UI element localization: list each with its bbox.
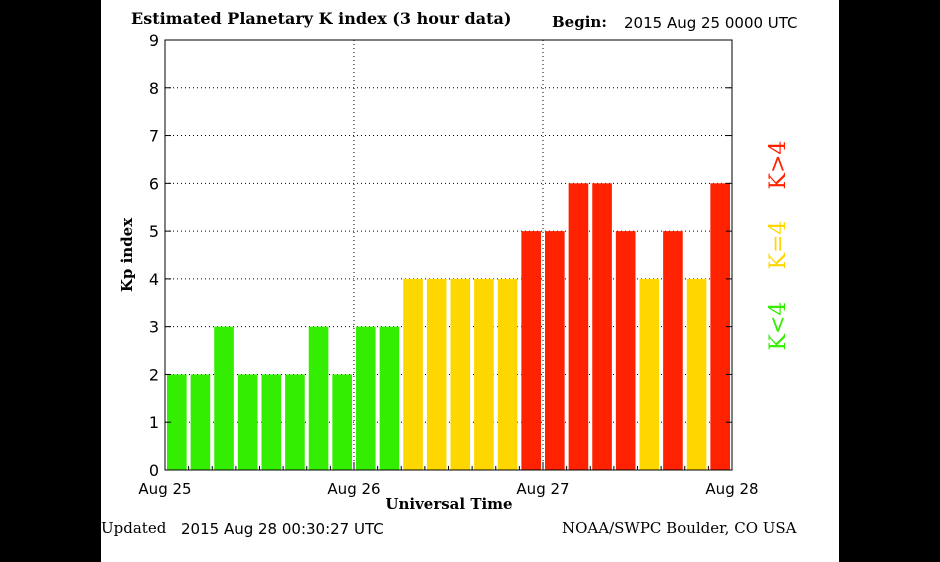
bar-5 [285, 374, 305, 470]
bar-15 [521, 231, 541, 470]
x-tick-label-1: Aug 26 [327, 480, 380, 498]
bar-12 [450, 278, 471, 470]
bar-3 [237, 374, 258, 470]
bars [167, 183, 730, 471]
bar-14 [497, 278, 518, 470]
bar-4 [261, 374, 282, 470]
y-axis-label: Kp index [118, 217, 136, 292]
y-tick-label-0: 0 [149, 461, 159, 480]
y-tick-label-8: 8 [149, 79, 159, 98]
bar-21 [663, 231, 683, 470]
x-tick-label-0: Aug 25 [138, 480, 191, 498]
y-tick-label-9: 9 [149, 31, 159, 50]
y-tick-label-2: 2 [149, 365, 159, 384]
kp-bar-chart: 0 1 2 3 4 5 6 7 8 9 Aug 25 Aug 26 Aug 27 Aug 28 Kp i… [118, 31, 791, 513]
chart-title: Estimated Planetary K index (3 hour data… [131, 9, 512, 28]
bar-18 [592, 183, 612, 471]
x-axis-ticks: Aug 25 Aug 26 Aug 27 Aug 28 [138, 462, 759, 498]
x-axis-label: Universal Time [385, 495, 512, 513]
y-tick-label-6: 6 [149, 174, 159, 193]
x-tick-label-2: Aug 27 [516, 480, 569, 498]
begin-value: 2015 Aug 25 0000 UTC [624, 14, 798, 32]
legend-low: K<4 [766, 302, 791, 351]
bar-10 [403, 278, 423, 470]
bar-2 [214, 326, 234, 470]
bar-1 [190, 374, 211, 470]
bar-23 [710, 183, 730, 471]
updated-value: 2015 Aug 28 00:30:27 UTC [181, 520, 384, 538]
y-tick-label-1: 1 [149, 413, 159, 432]
legend-equal: K=4 [766, 221, 791, 270]
bar-6 [308, 326, 329, 470]
updated-label: Updated [101, 519, 167, 537]
bar-7 [332, 374, 352, 470]
begin-label: Begin: [552, 13, 607, 31]
bar-13 [474, 278, 494, 470]
bar-11 [426, 278, 447, 470]
credit-text: NOAA/SWPC Boulder, CO USA [562, 519, 797, 537]
bar-9 [379, 326, 400, 470]
y-tick-label-5: 5 [149, 222, 159, 241]
bar-22 [686, 278, 707, 470]
legend-high: K>4 [766, 141, 791, 190]
bar-20 [639, 278, 660, 470]
bar-19 [615, 231, 636, 470]
bar-16 [545, 231, 565, 470]
y-tick-label-3: 3 [149, 318, 159, 337]
bar-17 [568, 183, 589, 471]
plot-canvas: Estimated Planetary K index (3 hour data… [101, 0, 839, 562]
bar-0 [167, 374, 187, 470]
x-tick-label-3: Aug 28 [705, 480, 758, 498]
y-axis-ticks: 0 1 2 3 4 5 6 7 8 9 [149, 31, 732, 480]
bar-8 [356, 326, 376, 470]
y-tick-label-7: 7 [149, 127, 159, 146]
y-tick-label-4: 4 [149, 270, 159, 289]
